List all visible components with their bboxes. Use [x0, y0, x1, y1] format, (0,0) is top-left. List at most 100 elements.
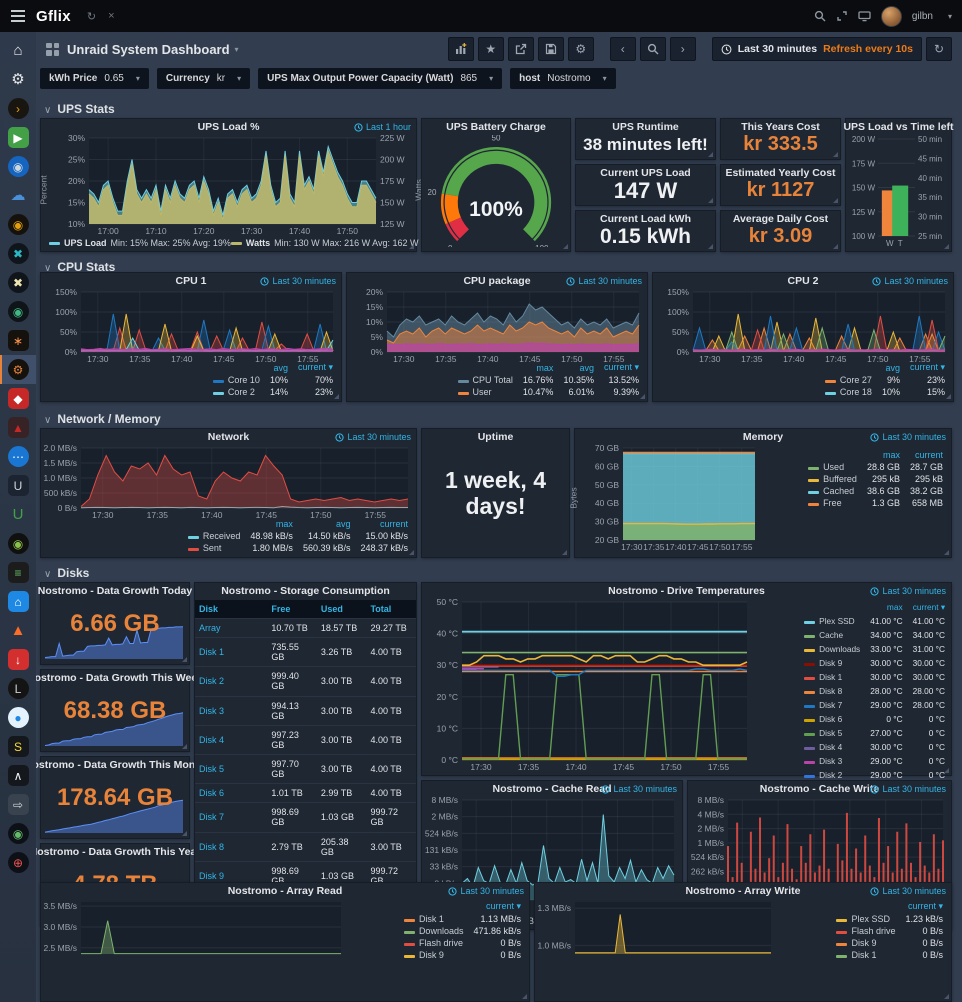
dashboard-title[interactable]: Unraid System Dashboard — [67, 41, 230, 57]
legend-col-max[interactable]: max — [886, 602, 903, 612]
memory-chart[interactable]: 20 GB 30 GB 40 GB 50 GB 60 GB 70 GB 17:30 17:35… — [585, 443, 759, 553]
fullscreen-icon[interactable] — [836, 10, 848, 22]
refresh-dashboard-button[interactable]: ↻ — [926, 37, 952, 61]
legend-series[interactable]: Disk 5 — [804, 726, 860, 740]
app-shinobi-icon[interactable]: ◉ — [0, 297, 36, 326]
cpu1-chart[interactable]: 0% 50% 100% 150% 17:30 17:35 17:40 17:45 17:50 17… — [43, 287, 337, 365]
tab-refresh-icon[interactable]: ↻ — [86, 10, 97, 23]
save-button[interactable] — [537, 37, 564, 61]
array_read-chart[interactable]: 2.5 MB/s 3.0 MB/s 3.5 MB/s — [43, 899, 345, 957]
legend-series[interactable]: Core 27 — [824, 374, 872, 386]
gear-icon[interactable]: ⚙ — [0, 65, 36, 94]
legend-series[interactable]: Disk 6 — [804, 712, 860, 726]
panel-header-cost_year[interactable]: This Years Cost — [721, 119, 840, 135]
tab-close-icon[interactable]: × — [108, 10, 115, 22]
panel-header-cpu1[interactable]: CPU 1 Last 30 minutes — [41, 273, 341, 289]
variable-currency[interactable]: Currency kr ▾ — [156, 68, 251, 89]
legend-col-current[interactable]: current ▾ — [603, 362, 639, 372]
array_write-chart[interactable]: 1.0 MB/s 1.3 MB/s — [537, 899, 775, 957]
storage-col-free[interactable]: Free — [267, 600, 317, 619]
legend-series[interactable]: Disk 1 — [804, 670, 860, 684]
legend-series[interactable]: Disk 4 — [804, 740, 860, 754]
variable-host[interactable]: host Nostromo ▾ — [510, 68, 616, 89]
panel-header-battery[interactable]: UPS Battery Charge — [422, 119, 570, 135]
legend-series[interactable]: Disk 7 — [804, 698, 860, 712]
legend-series[interactable]: Downloads — [804, 642, 860, 656]
legend-col-max[interactable]: max — [275, 519, 293, 529]
cpu2-chart[interactable]: 0% 50% 100% 150% 17:30 17:35 17:40 17:45 17:50 17… — [655, 287, 949, 365]
disk-name[interactable]: Disk 4 — [195, 724, 268, 755]
user-avatar[interactable] — [880, 5, 902, 27]
legend-col-current[interactable]: current ▾ — [907, 901, 943, 911]
panel-header-runtime[interactable]: UPS Runtime — [576, 119, 715, 135]
time-forward-button[interactable]: › — [669, 37, 696, 61]
panel-header-ups_bars[interactable]: UPS Load vs Time left — [843, 119, 953, 135]
variable-ups-max-output-power-capacity-watt-[interactable]: UPS Max Output Power Capacity (Watt) 865 ▾ — [258, 68, 503, 89]
variable-kwh-price[interactable]: kWh Price 0.65 ▾ — [40, 68, 149, 89]
panel-header-uptime[interactable]: Uptime — [422, 429, 569, 445]
legend-series[interactable]: Core 2 — [212, 386, 260, 398]
disk-name[interactable]: Disk 1 — [195, 637, 268, 667]
legend-series[interactable]: Disk 9 — [403, 949, 464, 961]
time-back-button[interactable]: ‹ — [609, 37, 636, 61]
app-darkred-icon[interactable]: ▲ — [0, 413, 36, 442]
time-range-chip[interactable]: Last 30 minutes — [601, 784, 677, 794]
time-range-chip[interactable]: Last 1 hour — [354, 122, 411, 132]
legend-series[interactable]: Plex SSD — [836, 913, 895, 925]
app-emby-icon[interactable]: ▶ — [0, 123, 36, 152]
time-range-chip[interactable]: Last 30 minutes — [870, 432, 946, 442]
panel-header-growth_month[interactable]: Nostromo - Data Growth This Month — [25, 757, 205, 773]
section-ups[interactable]: ∨ UPS Stats — [44, 102, 115, 116]
panel-header-ups_load[interactable]: UPS Load % Last 1 hour — [41, 119, 416, 135]
app-network-icon[interactable]: ∗ — [0, 326, 36, 355]
app-plexamp-icon[interactable]: ◉ — [0, 529, 36, 558]
app-homeassistant-icon[interactable]: ⌂ — [0, 587, 36, 616]
app-blue-dots-icon[interactable]: ⋯ — [0, 442, 36, 471]
legend-series[interactable]: Used — [808, 461, 857, 473]
time-range-chip[interactable]: Last 30 minutes — [335, 432, 411, 442]
home-icon[interactable]: ⌂ — [0, 36, 36, 65]
legend-col-avg[interactable]: avg — [273, 362, 288, 373]
ups_load-chart[interactable]: 10% 15% 20% 25% 30% 125 W 150 W 175 W 200 W 225 W… — [51, 133, 412, 237]
legend-item[interactable]: UPS Load Min: 15% Max: 25% Avg: 19% — [49, 238, 231, 248]
monitor-icon[interactable] — [858, 10, 871, 22]
share-button[interactable] — [507, 37, 534, 61]
panel-header-array_write[interactable]: Nostromo - Array Write Last 30 minutes — [535, 883, 951, 899]
legend-series[interactable]: Disk 1 — [403, 913, 464, 925]
panel-header-cpu2[interactable]: CPU 2 Last 30 minutes — [653, 273, 953, 289]
legend-col-current[interactable]: current ▾ — [297, 362, 333, 372]
app-tautulli-icon[interactable]: › — [0, 94, 36, 123]
legend-series[interactable]: Received — [187, 530, 240, 542]
panel-header-memory[interactable]: Memory Last 30 minutes — [575, 429, 951, 445]
legend-series[interactable]: Disk 2 — [804, 768, 860, 782]
legend-col-current[interactable]: current ▾ — [912, 602, 945, 612]
section-disks[interactable]: ∨ Disks — [44, 566, 89, 580]
panel-header-cur_load[interactable]: Current UPS Load — [576, 165, 715, 181]
legend-series[interactable]: Core 10 — [212, 374, 260, 386]
legend-series[interactable]: Downloads — [403, 925, 463, 937]
panel-header-growth_today[interactable]: Nostromo - Data Growth Today — [38, 583, 192, 599]
disk-name[interactable]: Disk 7 — [195, 802, 268, 832]
g_week-chart[interactable] — [43, 709, 187, 749]
dashboard-grid-icon[interactable] — [46, 42, 59, 56]
app-lazylibrarian-icon[interactable]: L — [0, 674, 36, 703]
panel-header-cost_daily[interactable]: Average Daily Cost — [721, 211, 840, 227]
app-xteve-icon[interactable]: ✖ — [0, 239, 36, 268]
time-range-chip[interactable]: Last 30 minutes — [870, 784, 946, 794]
star-button[interactable]: ★ — [477, 37, 504, 61]
panel-header-cpu_pkg[interactable]: CPU package Last 30 minutes — [347, 273, 647, 289]
legend-series[interactable]: Plex SSD — [804, 614, 860, 628]
zoom-out-button[interactable] — [639, 37, 666, 61]
section-cpu[interactable]: ∨ CPU Stats — [44, 260, 115, 274]
panel-header-network[interactable]: Network Last 30 minutes — [41, 429, 416, 445]
time-range-chip[interactable]: Last 30 minutes — [260, 276, 336, 286]
app-xteve-alt-icon[interactable]: ✖ — [0, 268, 36, 297]
time-range-chip[interactable]: Last 30 minutes — [566, 276, 642, 286]
time-range-chip[interactable]: Last 30 minutes — [870, 586, 946, 596]
legend-series[interactable]: Free — [808, 497, 857, 509]
logout-icon[interactable]: ⇨ — [0, 790, 36, 819]
app-traffic-icon[interactable]: ≡ — [0, 558, 36, 587]
legend-col-current[interactable]: current ▾ — [909, 362, 945, 372]
panel-header-cache_read[interactable]: Nostromo - Cache Read Last 30 minutes — [422, 781, 682, 797]
app-gitlab-icon[interactable]: ▲ — [0, 616, 36, 645]
